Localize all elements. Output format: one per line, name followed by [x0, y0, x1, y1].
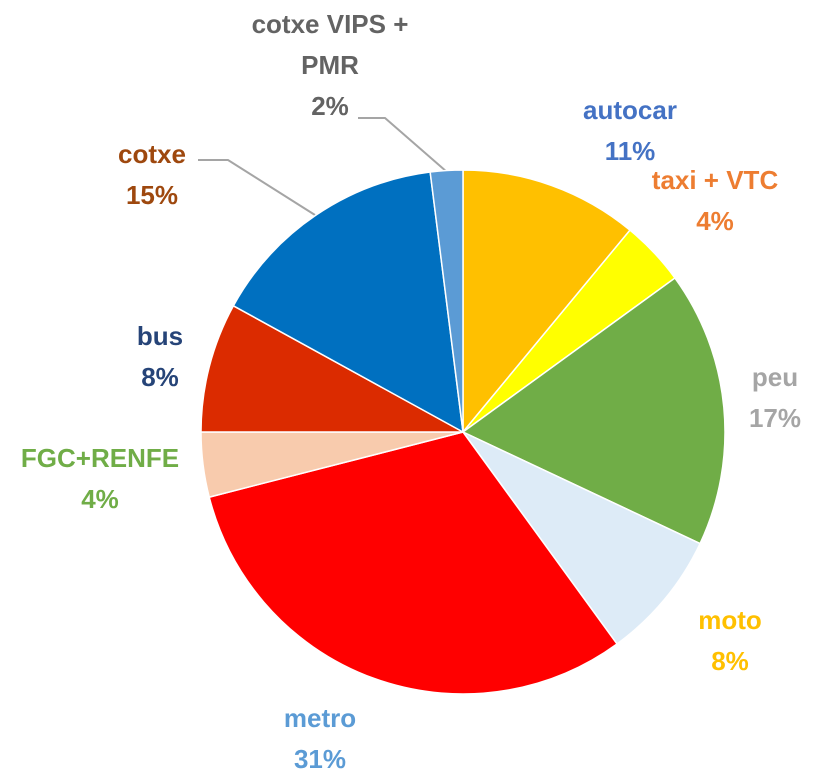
slice-label: cotxe VIPS + PMR 2% [230, 4, 430, 127]
category-label: bus [136, 321, 184, 351]
slice-label: taxi + VTC 4% [615, 160, 815, 242]
slice-label: moto 8% [630, 600, 818, 682]
pie-slice [208, 431, 619, 695]
category-label: moto [698, 605, 762, 635]
value-label: 4% [696, 206, 734, 236]
pie-slice [462, 169, 632, 435]
value-label: 4% [81, 484, 119, 514]
slice-label: FGC+RENFE 4% [0, 438, 200, 520]
category-label: taxi + VTC [651, 165, 779, 195]
value-label: 11% [604, 136, 656, 166]
value-label: 17% [748, 403, 802, 433]
leader-line [358, 117, 448, 173]
leader-line [198, 159, 316, 216]
pie-slice [200, 304, 464, 433]
pie-slice [232, 171, 464, 434]
value-label: 8% [711, 646, 749, 676]
category-label: metro [283, 703, 357, 733]
value-label: 8% [141, 362, 179, 392]
slice-label: peu 17% [675, 357, 818, 439]
category-label: FGC+RENFE [20, 443, 180, 473]
slice-label: metro 31% [220, 698, 420, 770]
pie-slice [461, 276, 726, 545]
category-label: cotxe [118, 139, 186, 169]
pie-slice [429, 169, 464, 433]
slice-label: bus 8% [60, 316, 260, 398]
value-label: 31% [293, 744, 347, 770]
category-label: autocar [583, 95, 677, 125]
pie-slice [462, 431, 702, 646]
slice-label: autocar 11% [530, 90, 730, 172]
slice-label: cotxe 15% [52, 134, 252, 216]
value-label: 2% [311, 91, 349, 121]
category-label: peu [751, 362, 799, 392]
value-label: 15% [125, 180, 179, 210]
category-label: cotxe VIPS + PMR [251, 9, 409, 80]
